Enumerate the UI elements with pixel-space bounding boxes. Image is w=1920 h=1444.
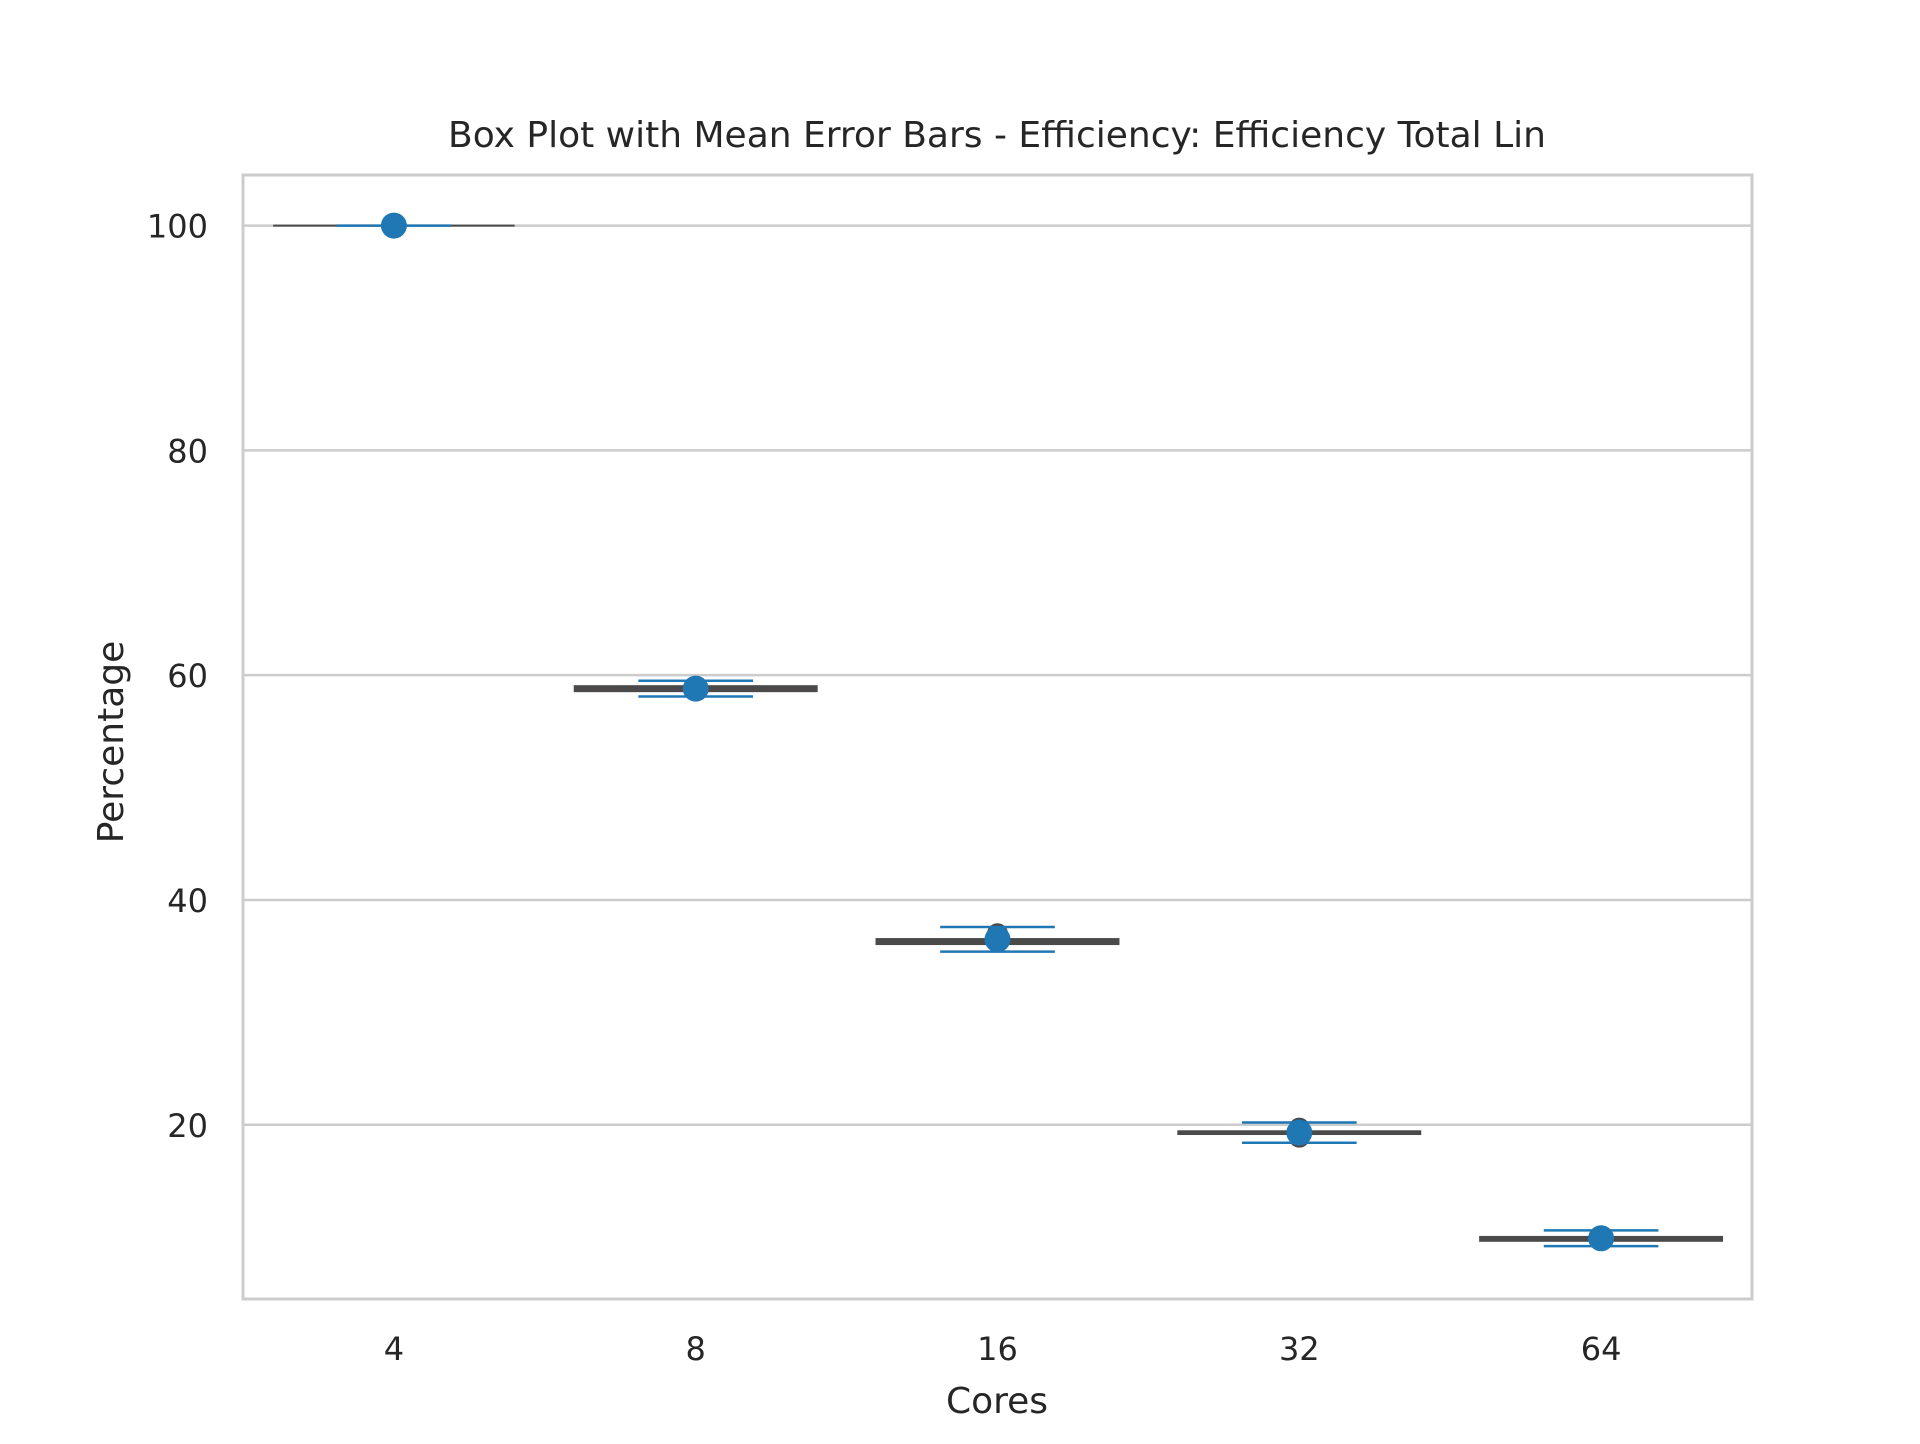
tick-labels: 20 40 60 80 100 4 8 16 32 64 bbox=[147, 208, 1622, 1368]
mean-marker-32 bbox=[1286, 1119, 1313, 1146]
mean-marker-8 bbox=[682, 675, 709, 702]
x-tick-label: 4 bbox=[384, 1330, 404, 1368]
x-tick-label: 32 bbox=[1279, 1330, 1320, 1368]
mean-marker-4 bbox=[380, 212, 407, 239]
plot-frame bbox=[241, 173, 1754, 1301]
y-tick-label: 40 bbox=[167, 882, 208, 920]
chart-title: Box Plot with Mean Error Bars - Efficien… bbox=[448, 115, 1546, 156]
y-tick-label: 60 bbox=[167, 657, 208, 695]
x-tick-label: 8 bbox=[686, 1330, 706, 1368]
y-tick-label: 100 bbox=[147, 208, 208, 246]
y-tick-label: 80 bbox=[167, 432, 208, 470]
x-tick-label: 64 bbox=[1581, 1330, 1622, 1368]
plot-data bbox=[273, 212, 1724, 1252]
x-axis-label: Cores bbox=[946, 1381, 1048, 1422]
mean-marker-16 bbox=[984, 926, 1011, 953]
y-tick-label: 20 bbox=[167, 1107, 208, 1145]
x-tick-label: 16 bbox=[977, 1330, 1018, 1368]
mean-marker-64 bbox=[1588, 1225, 1615, 1252]
y-axis-label: Percentage bbox=[91, 641, 132, 844]
